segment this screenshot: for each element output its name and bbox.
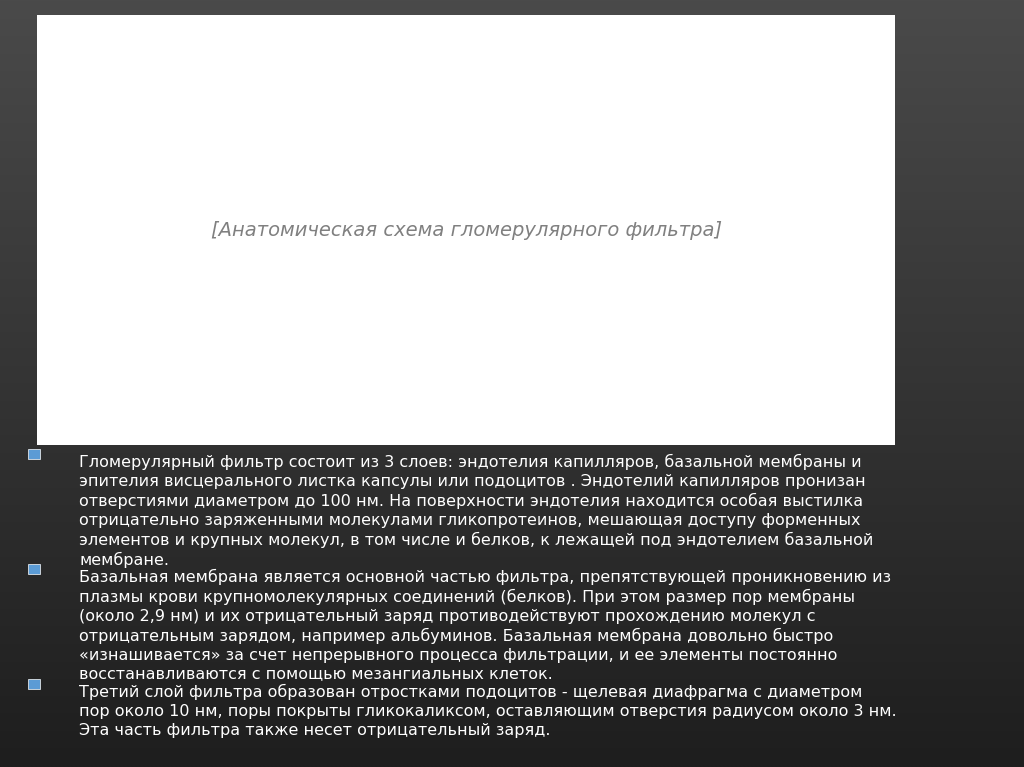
FancyBboxPatch shape [28, 680, 40, 690]
FancyBboxPatch shape [28, 449, 40, 459]
FancyBboxPatch shape [37, 15, 895, 445]
Text: Базальная мембрана является основной частью фильтра, препятствующей проникновени: Базальная мембрана является основной час… [79, 569, 891, 681]
FancyBboxPatch shape [28, 565, 40, 574]
Text: [Анатомическая схема гломерулярного фильтра]: [Анатомическая схема гломерулярного филь… [211, 221, 722, 239]
Text: Третий слой фильтра образован отростками подоцитов - щелевая диафрагма с диаметр: Третий слой фильтра образован отростками… [79, 684, 897, 738]
Text: Гломерулярный фильтр состоит из 3 слоев: эндотелия капилляров, базальной мембран: Гломерулярный фильтр состоит из 3 слоев:… [79, 454, 873, 568]
